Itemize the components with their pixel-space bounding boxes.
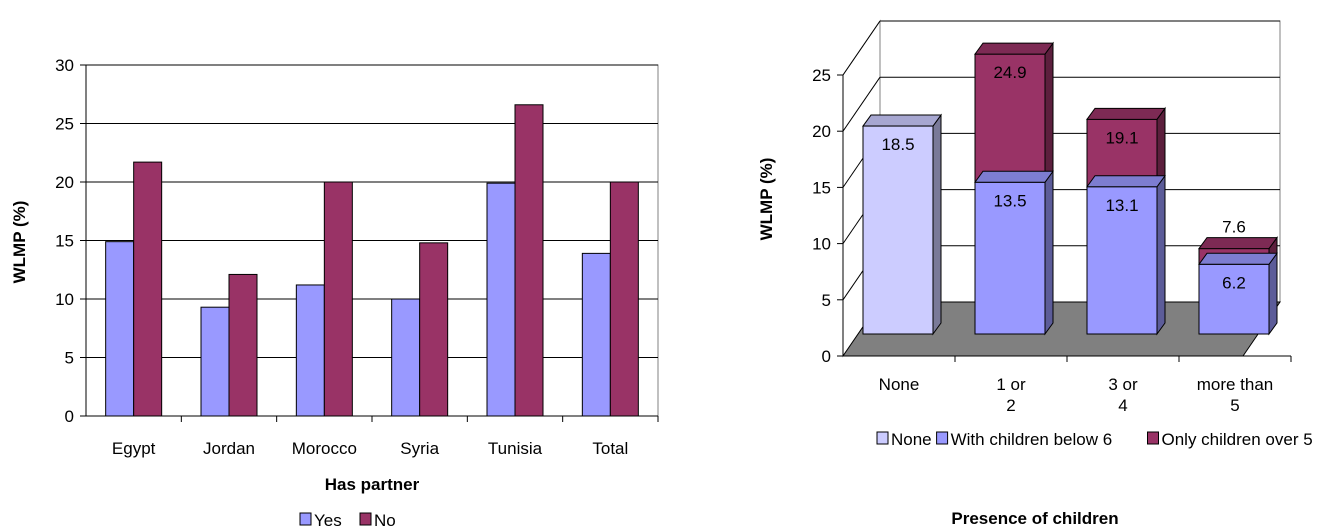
chart1-x-tick-label: Jordan (203, 439, 255, 458)
chart1-bar-yes (200, 306, 230, 417)
chart2-x-tick-label: 4 (1118, 396, 1127, 415)
chart2-bar-only-children-over-5-side (1156, 106, 1166, 189)
chart2-bar-only-children-over-5 (974, 53, 1046, 183)
chart1-y-tick-label: 5 (65, 349, 74, 368)
chart2-bar-none-side (932, 113, 942, 336)
chart2-bar-with-children-below-6 (1198, 263, 1270, 335)
chart2-y-tick-label: 25 (812, 66, 831, 85)
chart2-data-label: 6.2 (1222, 273, 1246, 292)
chart1-x-tick-label: Egypt (112, 439, 156, 458)
chart2-bar-only-children-over-5-top (974, 42, 1054, 55)
chart1-legend-swatch (299, 512, 312, 526)
chart2-data-label: 19.1 (1105, 128, 1138, 147)
chart2-bar-with-children-below-6-top (1086, 175, 1166, 188)
chart1-ylabel: WLMP (%) (10, 201, 29, 284)
chart2-x-tick-label: 1 or (996, 375, 1026, 394)
chart1-legend-label: No (374, 511, 396, 530)
chart1-y-tick-label: 30 (55, 56, 74, 75)
chart2-y-tick-label: 0 (822, 347, 831, 366)
chart2-x-tick-label: 5 (1230, 396, 1239, 415)
chart2-data-label: 18.5 (881, 135, 914, 154)
chart2-y-tick-label: 15 (812, 178, 831, 197)
chart2-y-tick-label: 10 (812, 235, 831, 254)
chart1-bar-no (419, 242, 449, 417)
chart-presence-of-children: WLMP (%) Presence of children None With c… (757, 19, 1313, 528)
chart2-legend: None With children below 6 Only children o… (876, 430, 1313, 449)
chart2-data-label: 13.1 (1105, 196, 1138, 215)
chart2-legend-swatch (876, 431, 889, 445)
chart2-xlabel: Presence of children (951, 509, 1118, 528)
chart2-gridline-side (842, 20, 881, 76)
chart1-legend-label: Yes (314, 511, 342, 530)
chart2-legend-label: With children below 6 (951, 430, 1113, 449)
chart2-legend-swatch (936, 431, 949, 445)
chart2-bar-none (862, 125, 934, 335)
chart1-x-tick-label: Syria (400, 439, 439, 458)
chart2-bar-only-children-over-5-top (1086, 107, 1166, 120)
chart2-x-tick-label: more than (1197, 375, 1274, 394)
chart2-bar-with-children-below-6-top (974, 170, 1054, 183)
chart2-data-label: 7.6 (1222, 218, 1246, 237)
chart1-y-tick-label: 25 (55, 115, 74, 134)
chart2-bar-only-children-over-5-top (1198, 237, 1278, 250)
chart1-bar-yes (486, 182, 516, 417)
chart1-x-tick-label: Tunisia (488, 439, 543, 458)
chart1-bar-no (323, 181, 353, 417)
chart1-bar-yes (391, 298, 421, 417)
chart2-bar-none-top (862, 114, 942, 127)
chart1-x-tick-label: Total (592, 439, 628, 458)
chart1-y-tick-label: 10 (55, 290, 74, 309)
chart2-x-tick-label: 3 or (1108, 375, 1138, 394)
chart1-legend-swatch (359, 512, 372, 526)
chart2-ylabel: WLMP (%) (757, 158, 776, 241)
chart2-data-label: 13.5 (993, 191, 1026, 210)
chart2-bar-with-children-below-6-side (1268, 251, 1278, 336)
chart2-x-tick-label: 2 (1006, 396, 1015, 415)
chart2-bar-with-children-below-6-top (1198, 252, 1278, 265)
chart1-x-tick-label: Morocco (292, 439, 357, 458)
chart2-y-tick-label: 20 (812, 122, 831, 141)
chart2-y-tick-label: 5 (822, 291, 831, 310)
chart1-bar-yes (105, 241, 135, 417)
chart2-x-tick-label: None (879, 375, 920, 394)
chart2-legend-label: None (891, 430, 932, 449)
chart1-y-tick-label: 15 (55, 232, 74, 251)
chart1-xlabel: Has partner (325, 475, 420, 494)
chart1-bar-no (133, 161, 163, 417)
chart2-legend-swatch (1147, 431, 1159, 445)
chart1-y-tick-label: 20 (55, 173, 74, 192)
chart1-bar-no (514, 104, 544, 417)
chart1-bar-no (228, 273, 258, 417)
chart2-gridline-side (842, 76, 881, 132)
chart2-bar-with-children-below-6-side (1044, 169, 1054, 336)
chart2-bar-only-children-over-5-side (1044, 41, 1054, 184)
chart2-bar-with-children-below-6 (974, 181, 1046, 335)
chart1-bar-yes (581, 252, 611, 417)
chart1-bar-yes (295, 284, 325, 417)
chart2-legend-label: Only children over 5 (1162, 430, 1313, 449)
chart1-bar-no (609, 181, 639, 417)
chart1-y-tick-label: 0 (65, 407, 74, 426)
chart2-bar-with-children-below-6-side (1156, 174, 1166, 336)
chart2-data-label: 24.9 (993, 63, 1026, 82)
chart-has-partner: WLMP (%) Has partner Yes No 0 5 10 15 20 25 30 E… (10, 56, 659, 530)
chart1-legend: Yes No (299, 511, 396, 530)
